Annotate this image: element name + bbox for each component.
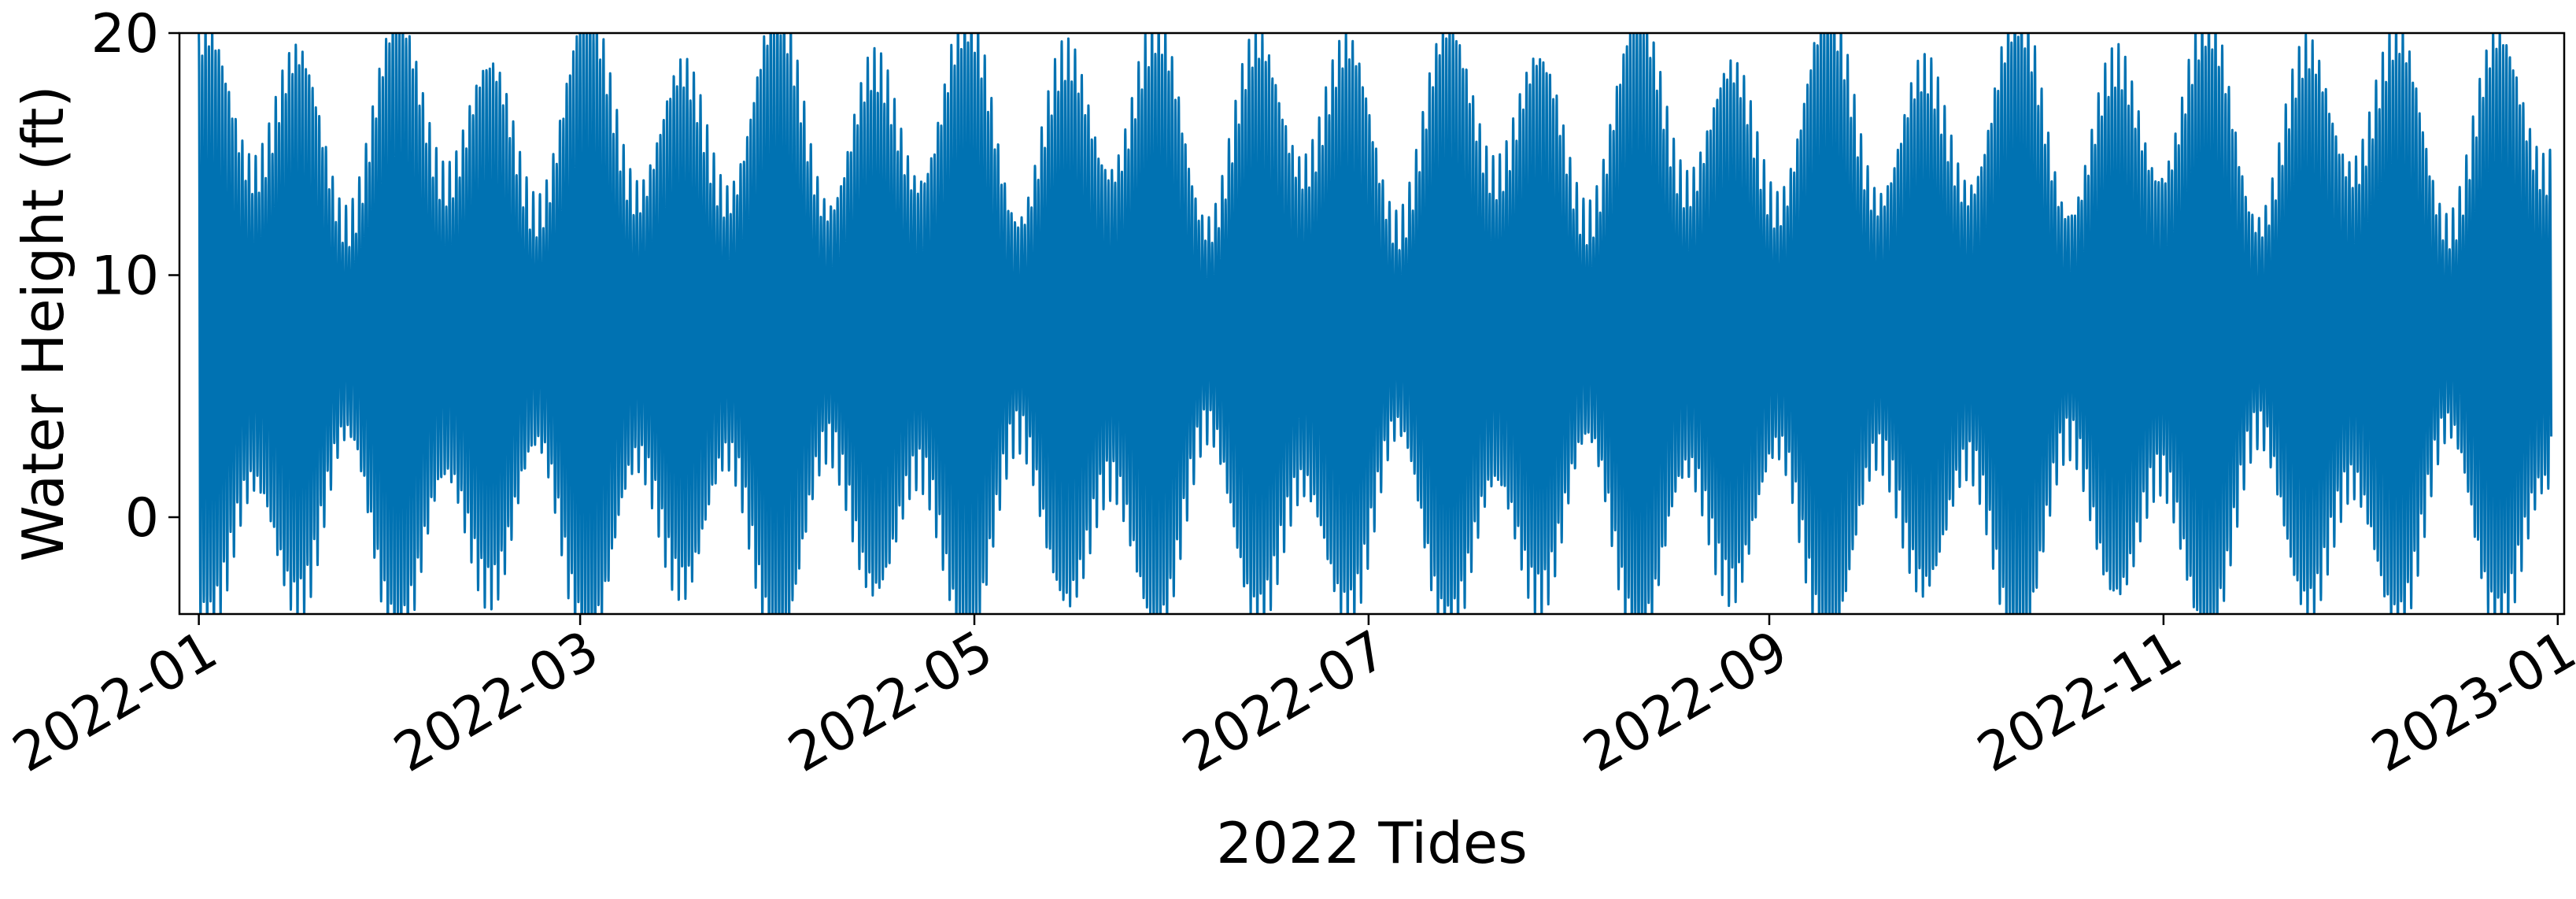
y-tick-label: 20 — [91, 3, 159, 65]
x-tick-label: 2022-01 — [3, 619, 228, 784]
tide-series — [198, 33, 2553, 614]
x-tick-label: 2022-07 — [1173, 619, 1398, 784]
x-axis: 2022-01 2022-03 2022-05 2022-07 2022-09 2022-… — [3, 614, 2576, 785]
x-tick-label: 2022-05 — [778, 619, 1003, 784]
y-tick-label: 0 — [125, 487, 159, 549]
x-tick-label: 2022-03 — [384, 619, 609, 784]
x-axis-label: 2022 Tides — [1216, 810, 1527, 876]
y-axis-label: Water Height (ft) — [10, 85, 76, 561]
x-tick-label: 2022-09 — [1573, 619, 1798, 784]
tide-line — [198, 33, 2553, 614]
plot-frame — [178, 31, 2566, 616]
y-tick-label: 10 — [91, 246, 159, 308]
x-tick-label: 2022-11 — [1968, 619, 2193, 784]
y-axis: 0 10 20 — [91, 3, 179, 549]
x-tick-label: 2023-01 — [2362, 619, 2576, 784]
